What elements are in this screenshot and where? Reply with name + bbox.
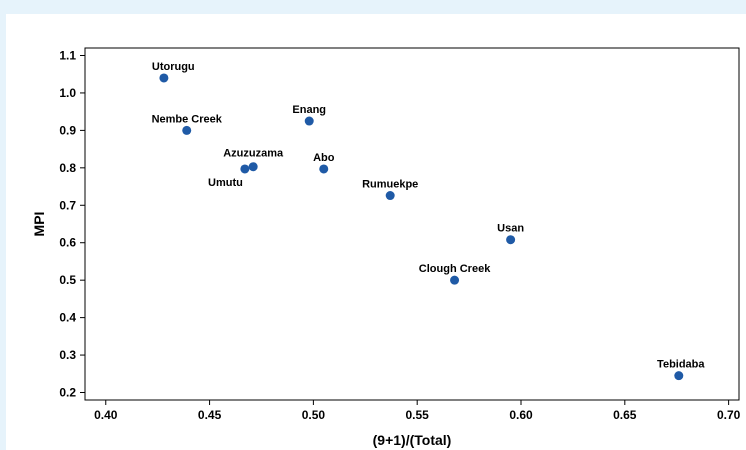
- data-point: [506, 235, 516, 245]
- data-point: [248, 162, 258, 172]
- y-tick-label: 0.5: [59, 273, 76, 287]
- plot-area: [84, 47, 740, 401]
- y-tick-label: 0.9: [59, 123, 76, 137]
- data-point: [385, 191, 395, 201]
- y-tick-label: 0.8: [59, 161, 76, 175]
- point-label: Rumuekpe: [362, 179, 418, 191]
- point-label: Abo: [313, 152, 335, 164]
- point-label: Usan: [497, 223, 524, 235]
- y-tick-label: 0.3: [59, 348, 76, 362]
- data-point: [182, 125, 192, 135]
- point-label: Enang: [292, 104, 326, 116]
- x-tick-label: 0.40: [94, 408, 118, 422]
- data-point: [159, 73, 169, 83]
- x-tick-label: 0.65: [613, 408, 637, 422]
- point-label: Umutu: [208, 177, 243, 189]
- x-tick-label: 0.60: [509, 408, 533, 422]
- y-tick-label: 1.0: [59, 86, 76, 100]
- x-axis-title: (9+1)/(Total): [373, 432, 452, 448]
- point-label: Clough Creek: [419, 263, 491, 275]
- x-tick-label: 0.50: [302, 408, 326, 422]
- y-tick-label: 0.2: [59, 386, 76, 400]
- point-label: Tebidaba: [657, 359, 705, 371]
- point-label: Azuzuzama: [223, 148, 284, 160]
- point-label: Nembe Creek: [152, 113, 223, 125]
- data-point: [240, 164, 250, 174]
- x-tick-label: 0.55: [406, 408, 430, 422]
- data-point: [450, 275, 460, 285]
- point-label: Utorugu: [152, 61, 195, 73]
- chart-frame: 0.40 0.45 0.50 0.55 0.60 0.65 0.70 0.2 0.3 0.4 0.5…: [6, 14, 746, 450]
- y-tick-label: 0.7: [59, 198, 76, 212]
- x-tick-label: 0.70: [717, 408, 741, 422]
- data-point: [319, 164, 329, 174]
- x-tick-label: 0.45: [198, 408, 222, 422]
- scatter-chart: 0.40 0.45 0.50 0.55 0.60 0.65 0.70 0.2 0.3 0.4 0.5…: [31, 47, 741, 448]
- y-tick-label: 1.1: [59, 48, 76, 62]
- y-tick-label: 0.4: [59, 311, 76, 325]
- y-tick-label: 0.6: [59, 236, 76, 250]
- data-point: [304, 116, 314, 126]
- y-axis-title: MPI: [31, 212, 47, 237]
- data-point: [674, 371, 684, 381]
